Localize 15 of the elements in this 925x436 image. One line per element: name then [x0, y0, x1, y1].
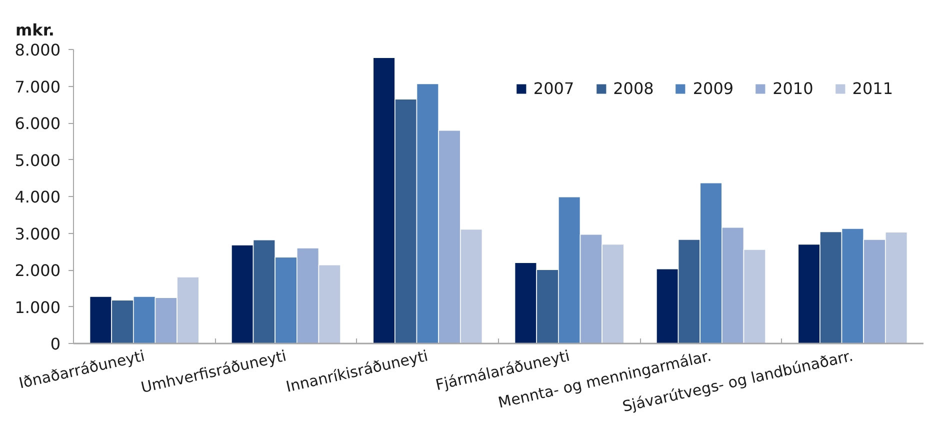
y-tick-label: 8.000 [14, 40, 61, 60]
y-tick-label: 1.000 [14, 298, 61, 317]
y-tick-label: 4.000 [14, 188, 61, 206]
legend-label: 2008 [613, 79, 654, 98]
legend-label: 2007 [533, 79, 574, 98]
y-axis-title: mkr. [16, 20, 54, 40]
legend-label: 2011 [852, 79, 893, 98]
y-tick-label: 7.000 [14, 77, 61, 96]
y-tick-label: 3.000 [14, 224, 61, 244]
y-tick-label: 5.000 [14, 150, 61, 170]
legend-label: 2009 [692, 79, 734, 98]
legend-label: 2010 [772, 79, 814, 98]
y-tick-label: 6.000 [14, 114, 61, 133]
y-tick-label: 2.000 [14, 261, 61, 280]
y-tick-label: 0 [50, 334, 61, 354]
